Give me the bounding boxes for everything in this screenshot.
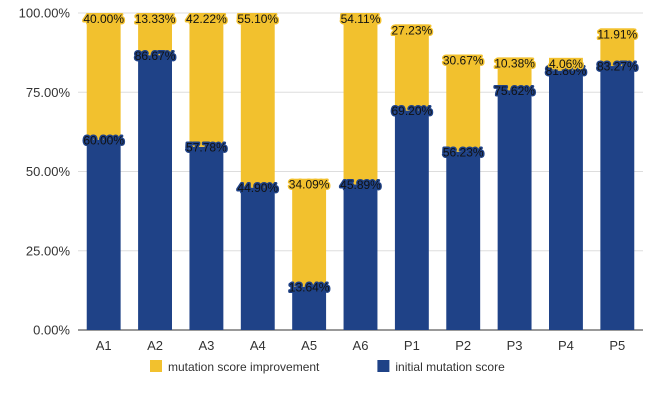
x-tick-label: P5 [609, 338, 625, 353]
data-label-mutation-score-improvement: 30.67% [443, 54, 484, 68]
data-label-initial-mutation-score: 69.20% [392, 104, 433, 118]
data-label-initial-mutation-score: 81.80% [546, 64, 587, 78]
bar-mutation-score-improvement [138, 13, 172, 56]
data-label-initial-mutation-score: 45.89% [340, 178, 381, 192]
bar-initial-mutation-score [394, 110, 429, 330]
bar-mutation-score-improvement [189, 13, 224, 147]
bar-mutation-score-improvement [446, 54, 481, 152]
data-label-initial-mutation-score: 60.00% [83, 133, 124, 147]
bar-mutation-score-improvement [600, 28, 635, 67]
bar-initial-mutation-score [497, 90, 532, 330]
legend-swatch [150, 360, 162, 372]
data-label-initial-mutation-score: 75.62% [494, 84, 535, 98]
data-label-initial-mutation-score: 44.90% [237, 181, 278, 195]
bar-initial-mutation-score [600, 66, 635, 330]
bar-initial-mutation-score [446, 151, 481, 330]
bar-mutation-score-improvement [497, 57, 532, 91]
data-label-mutation-score-improvement: 34.09% [289, 178, 330, 192]
y-tick-label: 75.00% [26, 85, 71, 100]
data-label-mutation-score-improvement: 13.33% [135, 12, 176, 26]
bar-initial-mutation-score [292, 286, 327, 330]
data-label-initial-mutation-score: 56.23% [443, 145, 484, 159]
y-tick-label: 100.00% [19, 6, 71, 21]
y-tick-label: 50.00% [26, 164, 71, 179]
data-label-mutation-score-improvement: 42.22% [186, 12, 227, 26]
bar-initial-mutation-score [189, 146, 224, 330]
bar-mutation-score-improvement [549, 57, 583, 71]
bar-mutation-score-improvement [86, 13, 121, 140]
x-tick-label: P1 [404, 338, 420, 353]
data-label-mutation-score-improvement: 11.91% [597, 27, 637, 41]
x-tick-label: A2 [147, 338, 163, 353]
data-label-initial-mutation-score: 57.78% [186, 140, 227, 154]
data-label-mutation-score-improvement: 40.00% [83, 12, 124, 26]
bar-initial-mutation-score [549, 70, 583, 330]
bar-initial-mutation-score [240, 187, 275, 330]
y-tick-label: 0.00% [33, 323, 70, 338]
bar-mutation-score-improvement [343, 13, 378, 185]
bar-initial-mutation-score [138, 55, 172, 330]
x-tick-label: A3 [198, 338, 214, 353]
x-tick-label: A6 [353, 338, 369, 353]
data-label-initial-mutation-score: 86.67% [135, 49, 176, 63]
bar-mutation-score-improvement [394, 24, 429, 111]
data-label-mutation-score-improvement: 27.23% [392, 23, 433, 37]
x-tick-label: P2 [455, 338, 471, 353]
bar-mutation-score-improvement [292, 178, 327, 287]
x-tick-label: A5 [301, 338, 317, 353]
data-label-mutation-score-improvement: 54.11% [341, 12, 381, 26]
legend-label: initial mutation score [395, 360, 505, 374]
x-tick-label: P3 [507, 338, 523, 353]
x-tick-label: A1 [96, 338, 112, 353]
data-label-mutation-score-improvement: 4.06% [549, 57, 583, 71]
data-label-mutation-score-improvement: 10.38% [494, 56, 535, 70]
data-label-mutation-score-improvement: 55.10% [237, 12, 278, 26]
x-tick-label: A4 [250, 338, 266, 353]
y-tick-label: 25.00% [26, 243, 71, 258]
bar-initial-mutation-score [343, 184, 378, 330]
legend-swatch [377, 360, 390, 372]
legend-label: mutation score improvement [168, 360, 320, 374]
bar-mutation-score-improvement [240, 13, 275, 188]
data-label-initial-mutation-score: 13.64% [289, 280, 330, 294]
bar-initial-mutation-score [86, 139, 121, 330]
data-label-initial-mutation-score: 83.27% [597, 60, 638, 74]
x-tick-label: P4 [558, 338, 574, 353]
